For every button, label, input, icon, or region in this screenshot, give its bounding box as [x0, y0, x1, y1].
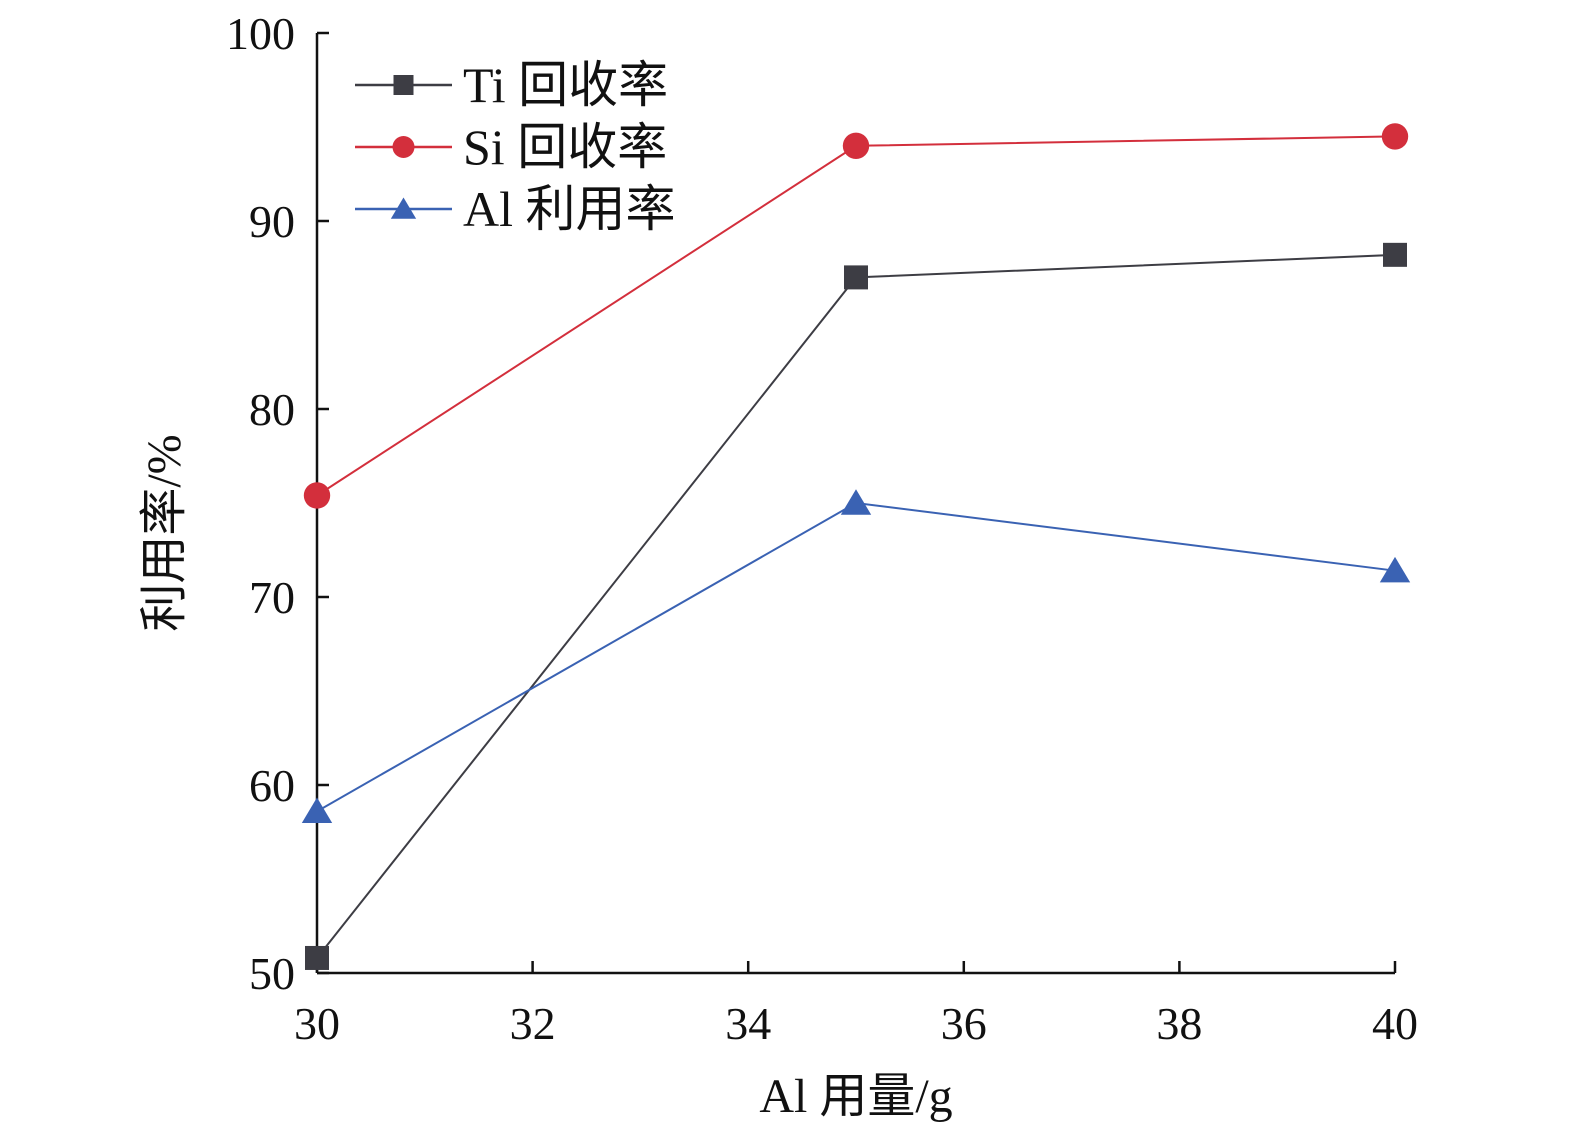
- x-ticks: 30 32 34 36 38 40: [294, 961, 1418, 1049]
- series-layer: [301, 123, 1411, 970]
- x-tick-label-2: 34: [725, 998, 771, 1049]
- series-2: [301, 489, 1411, 824]
- y-ticks: 50 60 70 80 90 100: [226, 8, 329, 999]
- y-tick-label-0: 50: [249, 948, 295, 999]
- x-tick-label-0: 30: [294, 998, 340, 1049]
- legend-item-2: Al 利用率: [355, 181, 676, 237]
- legend-marker-0: [393, 75, 414, 95]
- series-2-point-2: [1379, 556, 1411, 583]
- y-tick-label-1: 60: [249, 760, 295, 811]
- legend-label-2: Al 利用率: [463, 181, 676, 237]
- series-line-2: [316, 501, 1396, 813]
- series-0-point-0: [305, 945, 329, 970]
- x-tick-label-4: 38: [1156, 998, 1202, 1049]
- y-axis-title: 利用率/%: [138, 434, 191, 631]
- series-2-point-0: [301, 797, 333, 824]
- series-line-0: [316, 253, 1396, 959]
- x-axis-title: Al 用量/g: [759, 1070, 952, 1123]
- series-0: [305, 242, 1407, 970]
- series-2-point-1: [840, 489, 872, 515]
- series-0-point-2: [1383, 242, 1407, 267]
- y-tick-label-5: 100: [226, 8, 295, 59]
- x-tick-label-3: 36: [941, 998, 987, 1049]
- legend-marker-2: [390, 197, 417, 219]
- legend-label-0: Ti 回收率: [463, 57, 668, 113]
- series-1-point-2: [1381, 123, 1409, 150]
- series-1-point-1: [842, 132, 870, 159]
- x-tick-label-1: 32: [510, 998, 556, 1049]
- legend-item-1: Si 回收率: [355, 119, 667, 175]
- y-tick-label-3: 80: [249, 384, 295, 435]
- series-0-point-1: [844, 265, 868, 290]
- legend: Ti 回收率 Si 回收率 Al 利用率: [355, 57, 676, 237]
- x-tick-label-5: 40: [1372, 998, 1418, 1049]
- legend-marker-1: [392, 136, 415, 158]
- legend-label-1: Si 回收率: [463, 119, 667, 175]
- series-1: [303, 123, 1409, 509]
- series-1-point-0: [303, 482, 331, 509]
- legend-item-0: Ti 回收率: [355, 57, 668, 113]
- y-tick-label-4: 90: [249, 196, 295, 247]
- y-tick-label-2: 70: [249, 572, 295, 623]
